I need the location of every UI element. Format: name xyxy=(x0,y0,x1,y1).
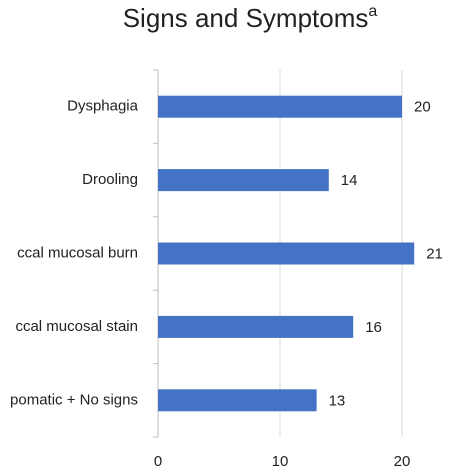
value-label: 13 xyxy=(329,392,346,409)
x-tick-label: 0 xyxy=(154,453,162,470)
value-label: 14 xyxy=(341,172,358,189)
x-tick-label: 20 xyxy=(394,453,411,470)
title-superscript: a xyxy=(368,3,377,20)
y-tick-label: ccal mucosal stain xyxy=(15,318,138,335)
y-tick-label: Drooling xyxy=(82,171,138,188)
y-tick-label: ccal mucosal burn xyxy=(17,244,138,261)
bar xyxy=(158,389,317,412)
bar xyxy=(158,315,354,338)
y-tick-label: Dysphagia xyxy=(67,98,139,115)
x-tick-label: 10 xyxy=(272,453,289,470)
bar xyxy=(158,95,402,118)
value-label: 16 xyxy=(365,319,382,336)
value-label: 20 xyxy=(414,99,431,116)
bar xyxy=(158,169,329,192)
y-tick-label: pomatic + No signs xyxy=(10,391,138,408)
value-label: 21 xyxy=(426,245,443,262)
chart-title: Signs and Symptomsa xyxy=(123,3,378,33)
title-text: Signs and Symptoms xyxy=(123,3,369,33)
bar xyxy=(158,242,415,265)
